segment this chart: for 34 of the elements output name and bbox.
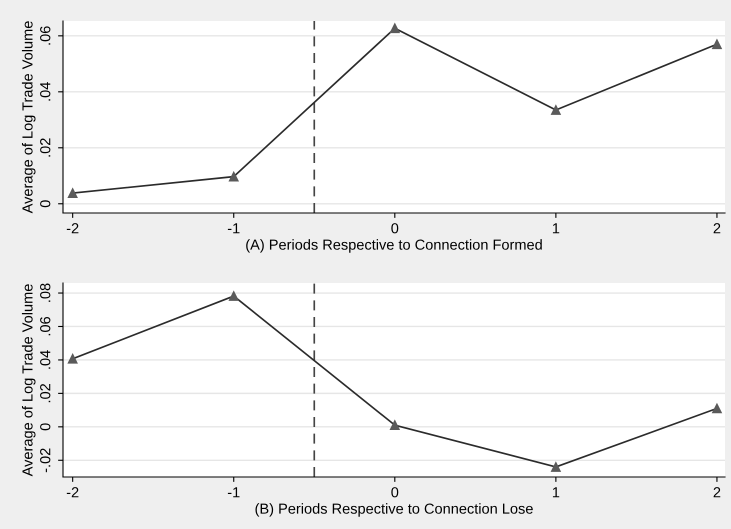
point	[228, 172, 239, 182]
point	[712, 404, 722, 414]
y-tick-label: .02	[40, 384, 50, 402]
x-tick-label: 0	[391, 223, 398, 234]
y-tick-label: .04	[40, 82, 50, 101]
y-tick-label: .02	[40, 138, 50, 157]
point	[551, 105, 561, 115]
y-tick-label: 0	[40, 200, 50, 208]
y-tick-label: .06	[40, 316, 50, 336]
y-axis-title: Average of Log Trade Volume	[22, 21, 36, 214]
point	[68, 188, 78, 198]
y-tick-label: .04	[40, 350, 50, 369]
x-tick-label: -1	[228, 223, 240, 234]
y-tick-label: .08	[40, 284, 50, 302]
x-tick-label: 2	[714, 223, 720, 234]
y-tick-label: -.02	[40, 448, 50, 472]
point	[228, 291, 239, 301]
x-axis-title: (A) Periods Respective to Connection Formed	[246, 239, 542, 253]
x-tick-label: 1	[552, 487, 560, 498]
point	[712, 39, 722, 50]
x-tick-label: -1	[228, 487, 240, 498]
x-tick-label: 0	[391, 487, 398, 498]
x-tick-label: -2	[66, 487, 78, 498]
point	[68, 354, 78, 364]
y-axis-title: Average of Log Trade Volume	[22, 284, 36, 476]
x-axis-title: (B) Periods Respective to Connection Lose	[255, 503, 533, 517]
x-tick-label: 1	[552, 223, 560, 234]
x-tick-label: 2	[714, 487, 720, 498]
point	[390, 420, 400, 430]
x-tick-label: -2	[66, 223, 78, 234]
point	[551, 462, 561, 472]
y-tick-label: 0	[40, 423, 50, 430]
point	[390, 23, 400, 34]
y-tick-label: .06	[40, 26, 50, 45]
